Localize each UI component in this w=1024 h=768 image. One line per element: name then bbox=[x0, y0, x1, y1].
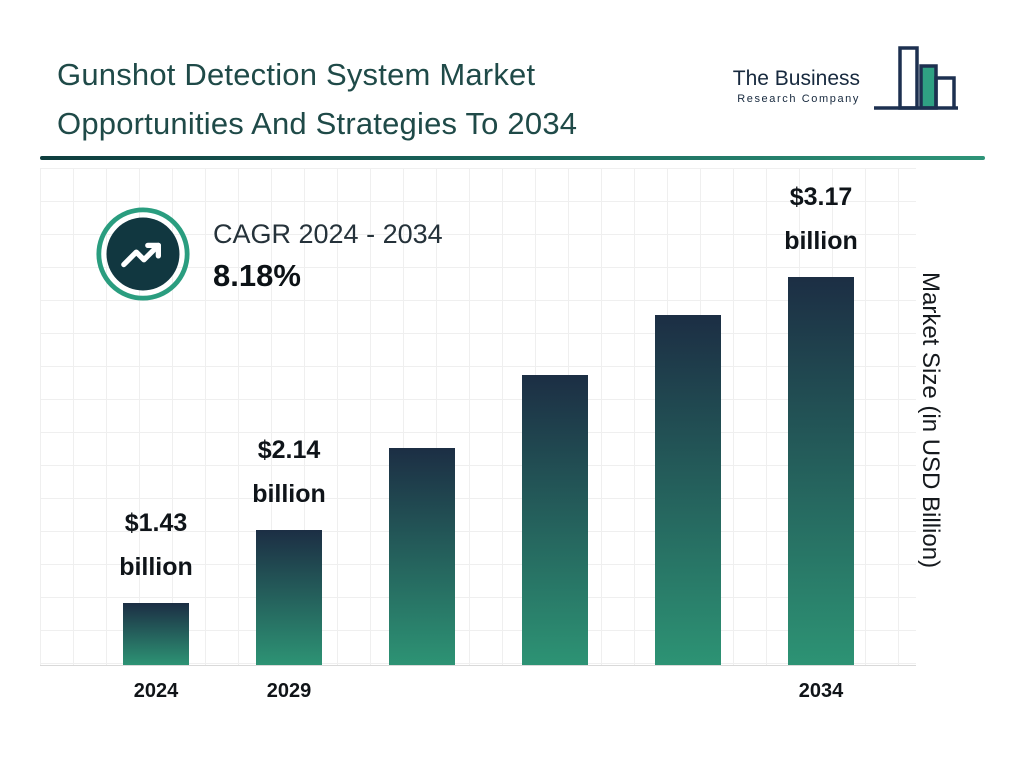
bar-2034 bbox=[788, 277, 854, 665]
x-tick-2034: 2034 bbox=[798, 680, 844, 702]
divider bbox=[40, 156, 985, 160]
value-label-2029: $2.14 billion bbox=[252, 436, 326, 508]
value-label-2024: $1.43 billion bbox=[119, 509, 193, 581]
page-title-line1: Gunshot Detection System Market bbox=[57, 57, 536, 92]
logo-name: The Business bbox=[732, 66, 860, 90]
bar-2024 bbox=[123, 603, 189, 665]
cagr-label: CAGR 2024 - 2034 bbox=[213, 219, 443, 249]
cagr-badge: CAGR 2024 - 2034 8.18% bbox=[95, 206, 443, 307]
cagr-texts: CAGR 2024 - 2034 8.18% bbox=[213, 219, 443, 294]
logo: The Business Research Company bbox=[733, 44, 962, 127]
trend-up-icon bbox=[95, 206, 191, 307]
page-title: Gunshot Detection System Market Opportun… bbox=[57, 50, 717, 148]
logo-text: The Business Research Company bbox=[733, 67, 860, 105]
bar-series-4 bbox=[522, 375, 588, 665]
y-axis-label: Market Size (in USD Billion) bbox=[917, 271, 944, 569]
bar-chart: $1.43 billion $2.14 billion $3.17 billion bbox=[40, 168, 916, 666]
bar-2029 bbox=[256, 530, 322, 665]
logo-subtitle: Research Company bbox=[737, 92, 860, 105]
bar-chart-logo-icon bbox=[870, 44, 962, 127]
x-axis: 2024 2029 2034 bbox=[40, 676, 916, 710]
x-tick-2029: 2029 bbox=[266, 680, 312, 702]
x-tick-2024: 2024 bbox=[133, 680, 179, 702]
page-title-line2: Opportunities And Strategies To 2034 bbox=[57, 106, 578, 141]
cagr-value: 8.18% bbox=[213, 258, 301, 293]
bar-series-5 bbox=[655, 315, 721, 665]
bar-series-3 bbox=[389, 448, 455, 665]
value-label-2034: $3.17 billion bbox=[784, 183, 858, 255]
